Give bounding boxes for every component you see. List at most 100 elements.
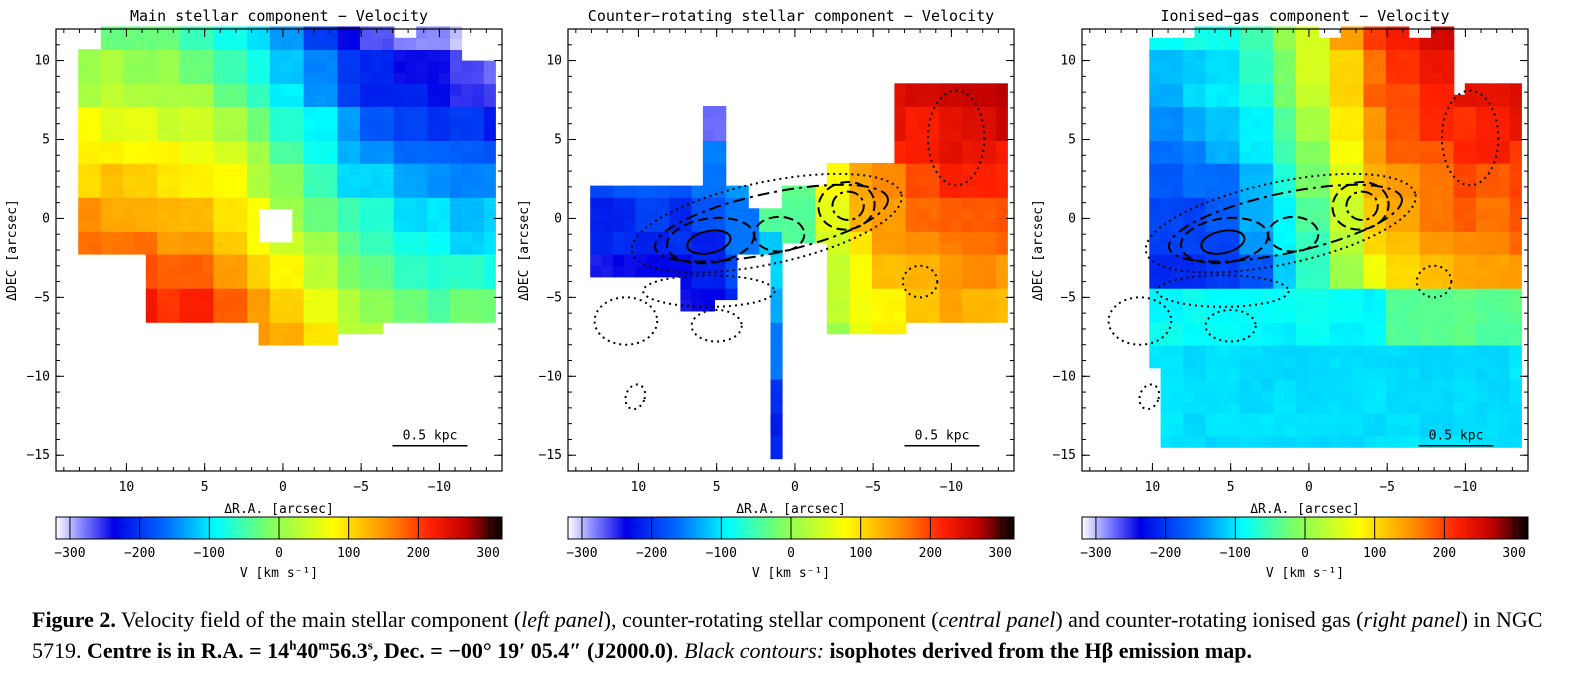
map-pixel [416,71,429,85]
map-pixel [326,94,339,107]
map-pixel [450,106,463,119]
y-tick-label: 10 [546,54,562,69]
map-pixel [1205,26,1218,39]
map-pixel [145,49,158,62]
map-pixel [348,106,361,119]
map-pixel [1464,197,1477,210]
map-pixel [1171,106,1184,119]
map-pixel [202,26,215,39]
map-pixel [1216,185,1229,198]
map-pixel [1340,26,1353,39]
map-pixel [236,128,249,141]
map-pixel [1498,310,1511,323]
map-pixel [123,60,136,73]
map-pixel [224,231,237,244]
map-pixel [849,242,862,255]
map-pixel [702,287,715,301]
map-pixel [348,60,361,73]
map-pixel [89,185,102,198]
map-pixel [382,117,395,130]
map-pixel [1498,378,1511,391]
map-pixel [236,310,249,323]
map-pixel [1397,253,1410,266]
map-pixel [1408,71,1421,85]
map-pixel [1408,322,1421,335]
map-pixel [483,299,496,312]
map-pixel [1228,94,1241,107]
map-pixel [1228,310,1241,323]
map-pixel [1250,344,1263,357]
map-pixel [337,322,350,335]
map-pixel [1340,344,1353,357]
map-pixel [427,117,440,130]
map-pixel [112,162,125,176]
colorbar-tick-label: −100 [1220,546,1251,561]
map-pixel [883,322,896,335]
map-pixel [405,94,418,107]
colorbar-label: V [km s⁻¹] [240,566,318,581]
map-pixel [303,299,316,312]
map-pixel [337,26,350,39]
map-pixel [1442,49,1455,62]
map-pixel [337,231,350,244]
map-pixel [1205,333,1218,346]
map-pixel [405,197,418,210]
map-pixel [1171,367,1184,380]
map-pixel [145,60,158,73]
map-pixel [393,174,406,187]
map-pixel [1205,37,1218,50]
map-pixel [1284,367,1297,380]
map-pixel [1431,197,1444,210]
map-pixel [849,162,862,176]
map-pixel [1194,310,1207,323]
map-pixel [1183,37,1196,50]
map-pixel [770,435,783,448]
map-pixel [224,219,237,232]
map-pixel [1363,162,1376,176]
map-pixel [483,140,496,153]
map-pixel [962,197,975,210]
map-pixel [438,185,451,198]
map-pixel [1205,106,1218,119]
map-pixel [202,219,215,232]
map-pixel [1363,151,1376,164]
map-pixel [995,242,1008,255]
map-pixel [1171,151,1184,164]
map-pixel [337,60,350,73]
map-pixel [112,231,125,244]
map-pixel [1453,94,1466,107]
map-pixel [450,253,463,266]
map-pixel [1318,197,1331,210]
map-pixel [1476,356,1489,369]
map-pixel [483,265,496,278]
map-pixel [393,162,406,176]
map-pixel [702,208,715,221]
map-pixel [973,242,986,255]
map-pixel [145,26,158,39]
map-pixel [483,185,496,198]
map-pixel [100,208,113,221]
map-pixel [236,299,249,312]
map-pixel [736,231,749,244]
map-pixel [1318,117,1331,130]
map-pixel [281,174,294,187]
map-pixel [1205,378,1218,391]
map-pixel [1250,435,1263,448]
map-pixel [348,299,361,312]
map-pixel [1295,83,1308,96]
map-pixel [371,71,384,85]
map-pixel [393,265,406,278]
map-pixel [1419,151,1432,164]
map-pixel [1374,185,1387,198]
map-pixel [269,197,282,210]
map-pixel [1352,322,1365,335]
map-pixel [314,197,327,210]
map-pixel [826,174,839,187]
map-pixel [838,287,851,301]
map-pixel [1374,174,1387,187]
map-pixel [995,310,1008,323]
map-pixel [1419,265,1432,278]
map-pixel [1273,435,1286,448]
map-pixel [281,140,294,153]
map-pixel [1464,322,1477,335]
